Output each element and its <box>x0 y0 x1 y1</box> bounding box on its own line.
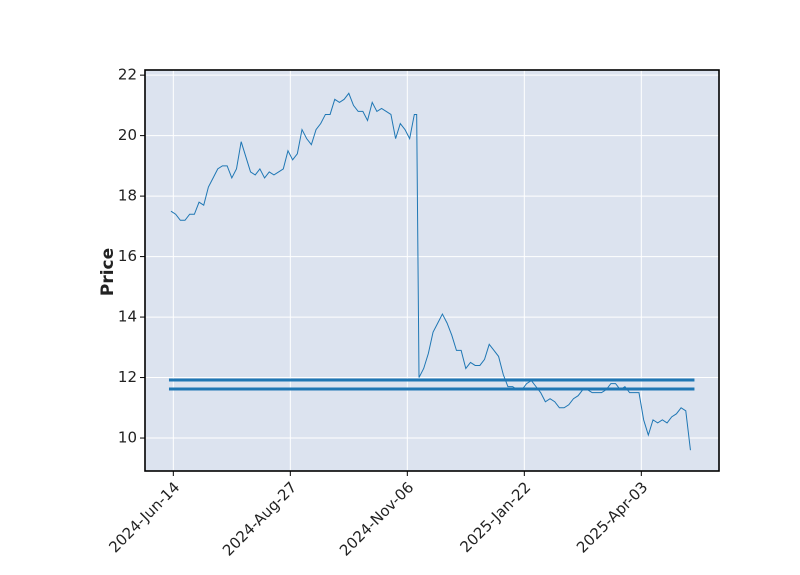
y-tick-label: 14 <box>118 308 137 326</box>
x-tick-label: 2024-Jun-14 <box>105 478 183 556</box>
plot-area <box>145 70 719 471</box>
grid <box>145 70 719 471</box>
price-line <box>170 92 691 451</box>
y-tick-label: 18 <box>118 187 137 205</box>
plot-frame <box>144 69 720 472</box>
y-tick-label: 22 <box>118 66 137 84</box>
x-tick-label: 2025-Jan-22 <box>457 478 535 556</box>
y-tick-label: 16 <box>118 247 137 265</box>
marks <box>168 92 695 451</box>
x-tick-label: 2025-Apr-03 <box>573 478 651 556</box>
y-tick-label: 10 <box>118 429 137 447</box>
y-tick-label: 20 <box>118 126 137 144</box>
y-tick-label: 12 <box>118 368 137 386</box>
x-tick-label: 2024-Nov-06 <box>336 478 417 559</box>
x-tick-label: 2024-Aug-27 <box>219 478 300 559</box>
y-axis-label: Price <box>98 248 118 296</box>
